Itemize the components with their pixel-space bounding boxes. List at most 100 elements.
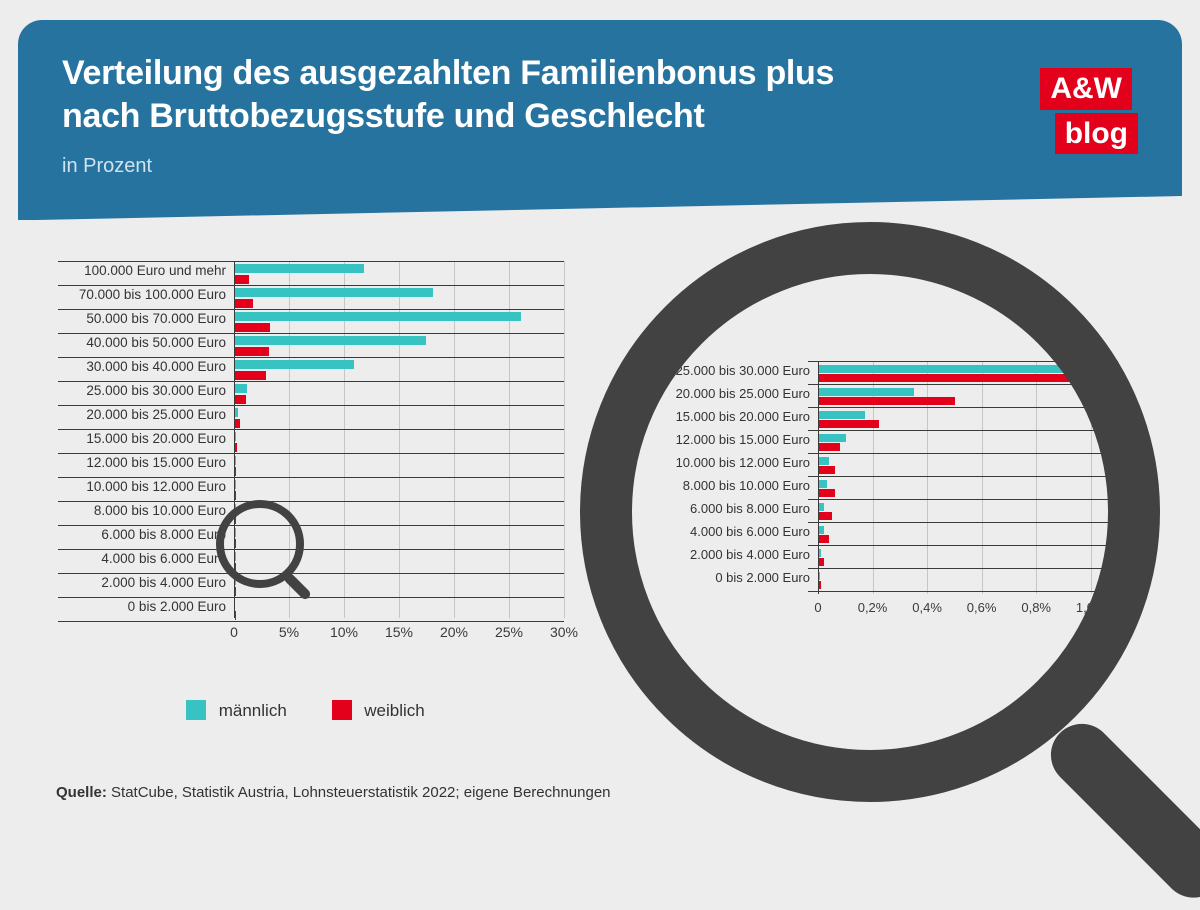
legend-label-male: männlich <box>219 701 287 720</box>
bar-female <box>235 419 241 428</box>
chart-row: 15.000 bis 20.000 Euro <box>58 429 564 453</box>
chart-row: 30.000 bis 40.000 Euro <box>58 357 564 381</box>
bar-female <box>819 374 1097 382</box>
category-label: 2.000 bis 4.000 Euro <box>640 547 810 562</box>
chart-row: 0 bis 2.000 Euro <box>640 568 1118 591</box>
chart-row: 10.000 bis 12.000 Euro <box>640 453 1118 476</box>
chart-title: Verteilung des ausgezahlten Familienbonu… <box>62 52 882 137</box>
aw-blog-logo: A&W blog <box>1040 68 1132 154</box>
bar-male <box>819 526 824 534</box>
category-label: 8.000 bis 10.000 Euro <box>58 503 226 518</box>
x-tick-label: 1,0% <box>1076 600 1106 615</box>
x-tick-label: 0,4% <box>912 600 942 615</box>
bar-male <box>819 434 846 442</box>
chart-row: 20.000 bis 25.000 Euro <box>640 384 1118 407</box>
category-label: 20.000 bis 25.000 Euro <box>58 407 226 422</box>
category-label: 25.000 bis 30.000 Euro <box>640 363 810 378</box>
x-tick-label: 0,6% <box>967 600 997 615</box>
row-baseline <box>58 621 564 622</box>
bar-female <box>819 558 824 566</box>
category-label: 10.000 bis 12.000 Euro <box>58 479 226 494</box>
source-text: StatCube, Statistik Austria, Lohnsteuers… <box>111 784 610 801</box>
bar-male <box>235 432 237 441</box>
category-label: 20.000 bis 25.000 Euro <box>640 386 810 401</box>
bar-female <box>235 323 270 332</box>
x-tick-label: 0 <box>814 600 821 615</box>
category-label: 25.000 bis 30.000 Euro <box>58 383 226 398</box>
chart-row: 8.000 bis 10.000 Euro <box>58 501 564 525</box>
chart-row: 25.000 bis 30.000 Euro <box>640 361 1118 384</box>
chart-row: 15.000 bis 20.000 Euro <box>640 407 1118 430</box>
x-tick-label: 25% <box>495 624 523 640</box>
bar-female <box>235 395 246 404</box>
x-tick-label: 0,8% <box>1021 600 1051 615</box>
magnifier-small-icon <box>216 500 304 588</box>
chart-row: 0 bis 2.000 Euro <box>58 597 564 621</box>
legend-label-female: weiblich <box>364 701 424 720</box>
bar-female <box>235 299 254 308</box>
category-label: 6.000 bis 8.000 Euro <box>640 501 810 516</box>
header-panel: Verteilung des ausgezahlten Familienbonu… <box>18 20 1182 220</box>
x-tick-label: 30% <box>550 624 578 640</box>
zoom-chart: 00,2%0,4%0,6%0,8%1,0%25.000 bis 30.000 E… <box>640 356 1130 632</box>
bar-female <box>235 491 236 500</box>
chart-row: 70.000 bis 100.000 Euro <box>58 285 564 309</box>
bar-male <box>235 384 247 393</box>
x-tick-label: 10% <box>330 624 358 640</box>
bar-male <box>235 360 355 369</box>
bar-female <box>235 275 249 284</box>
chart-row: 12.000 bis 15.000 Euro <box>58 453 564 477</box>
source-label: Quelle: <box>56 784 107 801</box>
category-label: 6.000 bis 8.000 Euro <box>58 527 226 542</box>
bar-male <box>235 408 239 417</box>
bar-female <box>819 581 822 589</box>
chart-row: 4.000 bis 6.000 Euro <box>58 549 564 573</box>
bar-male <box>819 388 914 396</box>
category-label: 0 bis 2.000 Euro <box>640 570 810 585</box>
bar-male <box>235 288 433 297</box>
legend-swatch-female <box>332 700 352 720</box>
bar-female <box>235 443 237 452</box>
bar-female <box>235 347 269 356</box>
bar-male <box>819 480 827 488</box>
bar-female <box>819 420 879 428</box>
bar-male <box>819 411 865 419</box>
main-chart: 05%10%15%20%25%30%100.000 Euro und mehr7… <box>58 256 566 656</box>
bar-female <box>819 489 835 497</box>
chart-row: 6.000 bis 8.000 Euro <box>58 525 564 549</box>
bar-female <box>235 467 236 476</box>
bar-female <box>819 466 835 474</box>
category-label: 40.000 bis 50.000 Euro <box>58 335 226 350</box>
legend-swatch-male <box>186 700 206 720</box>
category-label: 12.000 bis 15.000 Euro <box>640 432 810 447</box>
bar-male <box>819 457 830 465</box>
bar-male <box>235 264 365 273</box>
chart-row: 20.000 bis 25.000 Euro <box>58 405 564 429</box>
zoom-chart-plot: 00,2%0,4%0,6%0,8%1,0%25.000 bis 30.000 E… <box>818 356 1118 594</box>
category-label: 70.000 bis 100.000 Euro <box>58 287 226 302</box>
bar-male <box>819 549 822 557</box>
x-tick-label: 15% <box>385 624 413 640</box>
category-label: 30.000 bis 40.000 Euro <box>58 359 226 374</box>
logo-line-2: blog <box>1055 113 1138 155</box>
x-tick-label: 0 <box>230 624 238 640</box>
category-label: 15.000 bis 20.000 Euro <box>58 431 226 446</box>
category-label: 8.000 bis 10.000 Euro <box>640 478 810 493</box>
category-label: 50.000 bis 70.000 Euro <box>58 311 226 326</box>
chart-row: 50.000 bis 70.000 Euro <box>58 309 564 333</box>
category-label: 4.000 bis 6.000 Euro <box>640 524 810 539</box>
category-label: 100.000 Euro und mehr <box>58 263 226 278</box>
bar-female <box>819 512 833 520</box>
category-label: 2.000 bis 4.000 Euro <box>58 575 226 590</box>
category-label: 0 bis 2.000 Euro <box>58 599 226 614</box>
bar-female <box>819 535 830 543</box>
chart-subtitle: in Prozent <box>62 155 1138 178</box>
bar-female <box>819 397 955 405</box>
source-line: Quelle: StatCube, Statistik Austria, Loh… <box>56 784 611 801</box>
bar-male <box>819 365 1114 373</box>
logo-line-1: A&W <box>1040 68 1132 110</box>
chart-row: 25.000 bis 30.000 Euro <box>58 381 564 405</box>
chart-row: 40.000 bis 50.000 Euro <box>58 333 564 357</box>
chart-row: 12.000 bis 15.000 Euro <box>640 430 1118 453</box>
legend-item-female: weiblich <box>332 700 425 721</box>
